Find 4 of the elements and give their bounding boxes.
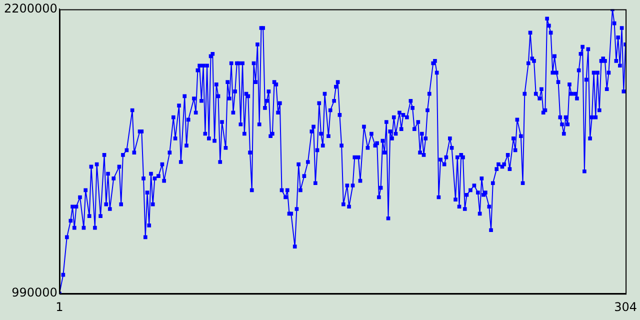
x-tick-label: 1 bbox=[56, 300, 64, 314]
x-tick-label: 304 bbox=[614, 300, 637, 314]
y-tick-label: 2200000 bbox=[4, 1, 58, 16]
y-tick-label: 990000 bbox=[12, 286, 58, 300]
